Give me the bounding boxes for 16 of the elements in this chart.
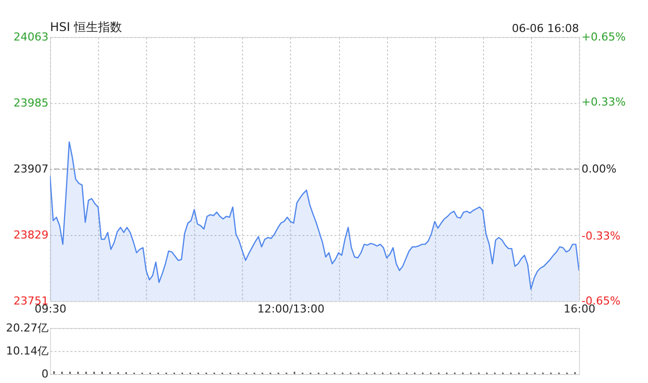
x-tick-label: 09:30 — [34, 302, 66, 316]
y2-tick-label: +0.33% — [582, 95, 626, 108]
y-tick-label: 24063 — [14, 30, 48, 44]
y-tick-label: 20.27亿 — [6, 322, 48, 334]
x-tick-label: 12:00/13:00 — [257, 302, 325, 316]
y-tick-label: 0 — [42, 368, 48, 380]
chart-title: HSI 恒生指数 — [50, 20, 122, 34]
y2-tick-label: 0.00% — [582, 162, 616, 176]
y-tick-label: 23985 — [14, 96, 48, 110]
y-tick-label: 23829 — [14, 228, 48, 242]
y2-tick-label: +0.65% — [582, 30, 626, 44]
x-tick-label: 16:00 — [564, 302, 596, 316]
text: 06-06 16:08 — [512, 22, 579, 35]
y-tick-label: 23907 — [14, 162, 48, 176]
y-tick-label: 10.14亿 — [6, 344, 48, 358]
y2-tick-label: -0.33% — [582, 230, 620, 243]
